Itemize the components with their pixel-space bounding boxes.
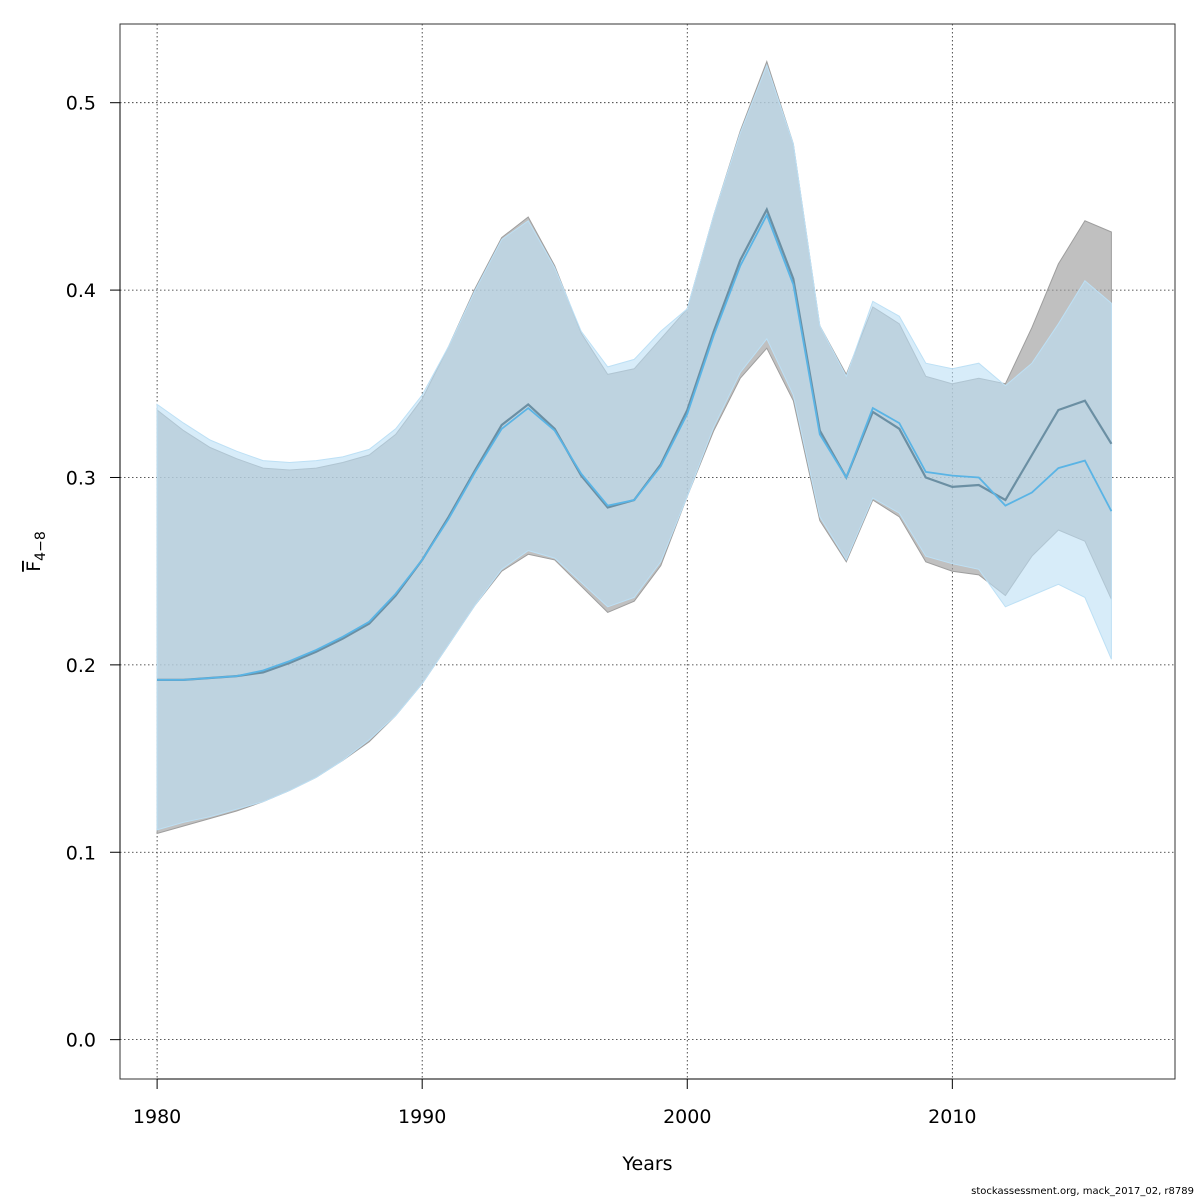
confidence-band-2: [156, 63, 1112, 831]
x-axis-title: Years: [621, 1153, 672, 1175]
y-tick-label: 0.2: [66, 655, 96, 677]
estimate-line-2: [157, 212, 1113, 681]
x-tick-label: 1990: [398, 1106, 446, 1128]
y-tick-label: 0.3: [66, 467, 96, 489]
estimate-lines: [157, 206, 1113, 682]
x-tick-label: 2000: [663, 1106, 711, 1128]
y-axis-title: F4−8: [23, 531, 49, 571]
x-tick-label: 1980: [133, 1106, 181, 1128]
y-axis-title-main: F: [23, 561, 45, 572]
y-tick-label: 0.0: [66, 1030, 96, 1052]
source-footer: stockassessment.org, mack_2017_02, r8789: [971, 1186, 1194, 1197]
y-axis-title-subscript: 4−8: [33, 531, 49, 561]
y-axis: 0.0 0.1 0.2 0.3 0.4 0.5: [66, 93, 121, 1052]
confidence-bands: [156, 59, 1112, 835]
y-tick-label: 0.1: [66, 842, 96, 864]
x-axis: 1980 1990 2000 2010: [133, 1078, 977, 1128]
x-tick-label: 2010: [928, 1106, 976, 1128]
y-tick-label: 0.5: [66, 93, 96, 115]
y-tick-label: 0.4: [66, 280, 96, 302]
